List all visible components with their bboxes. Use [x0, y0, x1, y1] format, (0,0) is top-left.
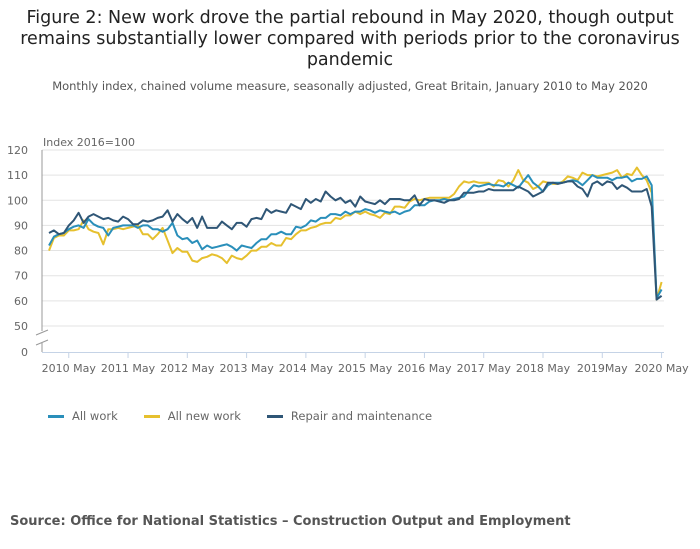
- x-tick-label: 2020 May: [634, 362, 689, 375]
- x-tick-label: 2015 May: [338, 362, 393, 375]
- legend-swatch: [143, 414, 160, 418]
- x-tick-label: 2012 May: [160, 362, 215, 375]
- y-tick-label: 100: [7, 194, 28, 207]
- x-tick-label: 2011 May: [101, 362, 156, 375]
- x-tick-label: 2019May: [577, 362, 628, 375]
- x-tick-label: 2010 May: [42, 362, 97, 375]
- series-line-all-new-work: [48, 166, 663, 301]
- legend-label: All new work: [167, 409, 241, 423]
- y-tick-label: 70: [14, 270, 28, 283]
- legend-label: All work: [72, 409, 118, 423]
- legend: All work All new work Repair and maintenan…: [48, 409, 432, 423]
- series-line-repair-and-maintenance: [48, 180, 663, 301]
- legend-item[interactable]: Repair and maintenance: [266, 409, 433, 423]
- y-tick-label: 90: [14, 219, 28, 232]
- line-chart: Index 2016=100 120 110 100 90 80 70 60 50 0 2010…: [7, 136, 689, 375]
- legend-label: Repair and maintenance: [290, 409, 433, 423]
- y-tick-label: 110: [7, 169, 28, 182]
- source-note: Source: Office for National Statistics –…: [10, 514, 571, 529]
- y-tick-label: 0: [21, 346, 28, 359]
- y-tick-label: 60: [14, 295, 28, 308]
- x-tick-label: 2013 May: [219, 362, 274, 375]
- series-line-all-work: [48, 174, 663, 300]
- y-tick-label: 80: [14, 245, 28, 258]
- y-axis-label: Index 2016=100: [43, 136, 135, 149]
- chart-title: Figure 2: New work drove the partial reb…: [20, 8, 680, 70]
- axis-break-mark: [35, 329, 49, 336]
- y-tick-label: 120: [7, 144, 28, 157]
- legend-swatch: [48, 414, 64, 418]
- x-tick-label: 2016 May: [397, 362, 452, 375]
- x-tick-label: 2018 May: [516, 362, 571, 375]
- chart-subtitle: Monthly index, chained volume measure, s…: [52, 79, 648, 93]
- y-tick-label: 50: [14, 320, 28, 333]
- legend-item[interactable]: All work: [48, 409, 118, 423]
- legend-item[interactable]: All new work: [143, 409, 241, 423]
- x-tick-label: 2017 May: [457, 362, 512, 375]
- legend-swatch: [266, 414, 283, 418]
- axis-break-mark: [35, 339, 49, 346]
- x-tick-label: 2014 May: [279, 362, 334, 375]
